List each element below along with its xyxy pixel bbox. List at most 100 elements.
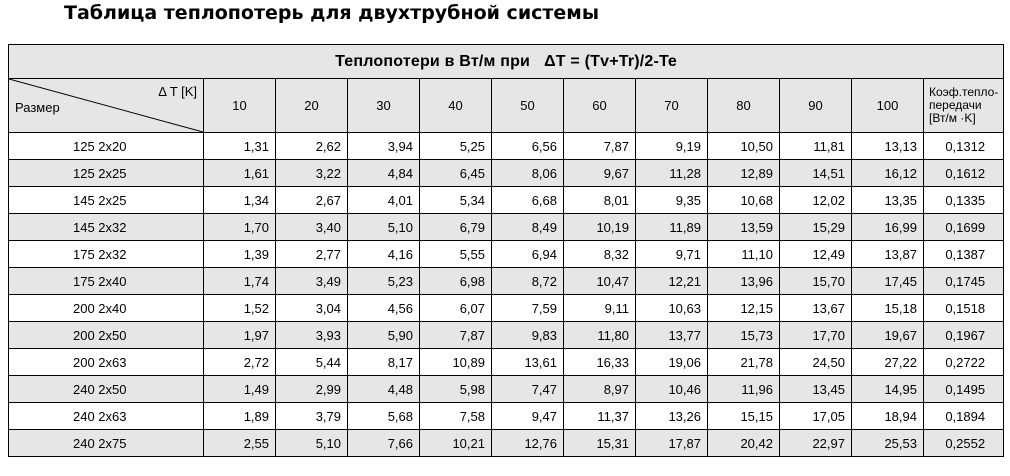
coef-value-cell: 0,1495	[922, 375, 1005, 403]
heat-loss-value-cell: 9,11	[563, 294, 636, 322]
heat-loss-value-cell: 19,67	[851, 321, 924, 349]
heat-loss-value-cell: 13,77	[635, 321, 708, 349]
heat-loss-value-cell: 2,55	[203, 429, 276, 457]
size-cell: 145 2x32	[8, 213, 204, 241]
table-row: 125 2x25 1,61 3,22 4,84 6,45 8,06 9,67 11,28 12,…	[8, 159, 1005, 187]
heat-loss-value-cell: 13,13	[851, 132, 924, 160]
size-cell: 240 2x50	[8, 375, 204, 403]
heat-loss-value-cell: 17,45	[851, 267, 924, 295]
coef-value-cell: 0,1967	[922, 321, 1005, 349]
heat-loss-value-cell: 11,89	[635, 213, 708, 241]
heat-loss-value-cell: 10,63	[635, 294, 708, 322]
coef-header-cell: Коэф.тепло- передачи [Вт/м ·K]	[922, 78, 1005, 133]
heat-loss-value-cell: 8,17	[347, 348, 420, 376]
heat-loss-value-cell: 4,84	[347, 159, 420, 187]
column-header-dt-20: 20	[275, 78, 348, 133]
heat-loss-value-cell: 1,61	[203, 159, 276, 187]
heat-loss-value-cell: 9,71	[635, 240, 708, 268]
heat-loss-value-cell: 3,49	[275, 267, 348, 295]
heat-loss-value-cell: 13,35	[851, 186, 924, 214]
heat-loss-value-cell: 5,55	[419, 240, 492, 268]
table-banner-row: Теплопотери в Вт/м при ΔT = (Tv+Tr)/2-Te	[7, 44, 1005, 79]
heat-loss-value-cell: 13,26	[635, 402, 708, 430]
heat-loss-value-cell: 10,50	[707, 132, 780, 160]
heat-loss-value-cell: 4,16	[347, 240, 420, 268]
table-row: 240 2x50 1,49 2,99 4,48 5,98 7,47 8,97 10,46 11,…	[8, 375, 1005, 403]
heat-loss-value-cell: 9,19	[635, 132, 708, 160]
heat-loss-value-cell: 7,87	[563, 132, 636, 160]
column-header-dt-40: 40	[419, 78, 492, 133]
coef-value-cell: 0,1518	[922, 294, 1005, 322]
heat-loss-value-cell: 2,99	[275, 375, 348, 403]
heat-loss-value-cell: 10,46	[635, 375, 708, 403]
heat-loss-value-cell: 24,50	[779, 348, 852, 376]
table-row: 200 2x63 2,72 5,44 8,17 10,89 13,61 16,33 19,06…	[8, 348, 1005, 376]
heat-loss-value-cell: 1,70	[203, 213, 276, 241]
heat-loss-value-cell: 13,87	[851, 240, 924, 268]
heat-loss-value-cell: 13,96	[707, 267, 780, 295]
column-header-dt-80: 80	[707, 78, 780, 133]
coef-value-cell: 0,1312	[922, 132, 1005, 160]
column-header-dt-10: 10	[203, 78, 276, 133]
heat-loss-value-cell: 11,37	[563, 402, 636, 430]
heat-loss-value-cell: 6,94	[491, 240, 564, 268]
heat-loss-value-cell: 10,68	[707, 186, 780, 214]
heat-loss-value-cell: 15,70	[779, 267, 852, 295]
table-row: 240 2x63 1,89 3,79 5,68 7,58 9,47 11,37 13,26 15…	[8, 402, 1005, 430]
banner-formula: ΔT = (Tv+Tr)/2-Te	[544, 52, 677, 70]
heat-loss-value-cell: 17,05	[779, 402, 852, 430]
heat-loss-value-cell: 10,19	[563, 213, 636, 241]
heat-loss-value-cell: 11,96	[707, 375, 780, 403]
heat-loss-value-cell: 15,29	[779, 213, 852, 241]
size-cell: 175 2x40	[8, 267, 204, 295]
heat-loss-value-cell: 9,47	[491, 402, 564, 430]
table-banner: Теплопотери в Вт/м при ΔT = (Tv+Tr)/2-Te	[7, 44, 1005, 79]
heat-loss-value-cell: 11,10	[707, 240, 780, 268]
heat-loss-value-cell: 19,06	[635, 348, 708, 376]
heat-loss-value-cell: 2,72	[203, 348, 276, 376]
heat-loss-value-cell: 9,35	[635, 186, 708, 214]
heat-loss-value-cell: 17,70	[779, 321, 852, 349]
heat-loss-value-cell: 6,98	[419, 267, 492, 295]
table-row: 240 2x75 2,55 5,10 7,66 10,21 12,76 15,31 17,87…	[8, 429, 1005, 457]
heat-loss-value-cell: 7,59	[491, 294, 564, 322]
heat-loss-value-cell: 13,67	[779, 294, 852, 322]
heat-loss-value-cell: 12,21	[635, 267, 708, 295]
heat-loss-value-cell: 1,97	[203, 321, 276, 349]
heat-loss-value-cell: 9,67	[563, 159, 636, 187]
column-header-dt-90: 90	[779, 78, 852, 133]
heat-loss-value-cell: 1,74	[203, 267, 276, 295]
heat-loss-value-cell: 8,97	[563, 375, 636, 403]
size-cell: 200 2x40	[8, 294, 204, 322]
column-header-dt-60: 60	[563, 78, 636, 133]
heat-loss-value-cell: 12,89	[707, 159, 780, 187]
heat-loss-value-cell: 20,42	[707, 429, 780, 457]
heat-loss-value-cell: 8,72	[491, 267, 564, 295]
coef-value-cell: 0,1894	[922, 402, 1005, 430]
coef-value-cell: 0,1699	[922, 213, 1005, 241]
heat-loss-value-cell: 12,49	[779, 240, 852, 268]
coef-header-line: передачи	[929, 98, 982, 112]
table-row: 200 2x50 1,97 3,93 5,90 7,87 9,83 11,80 13,77 15…	[8, 321, 1005, 349]
table-body: 125 2x20 1,31 2,62 3,94 5,25 6,56 7,87 9,19 10,5…	[8, 132, 1005, 457]
delta-t-label: Δ T [K]	[158, 84, 197, 99]
heat-loss-value-cell: 5,23	[347, 267, 420, 295]
heat-loss-table: Теплопотери в Вт/м при ΔT = (Tv+Tr)/2-Te …	[7, 44, 1005, 457]
heat-loss-value-cell: 1,39	[203, 240, 276, 268]
heat-loss-value-cell: 9,83	[491, 321, 564, 349]
size-cell: 200 2x50	[8, 321, 204, 349]
heat-loss-value-cell: 3,93	[275, 321, 348, 349]
table-row: 200 2x40 1,52 3,04 4,56 6,07 7,59 9,11 10,63 12,…	[8, 294, 1005, 322]
heat-loss-value-cell: 2,67	[275, 186, 348, 214]
heat-loss-value-cell: 10,21	[419, 429, 492, 457]
heat-loss-value-cell: 14,95	[851, 375, 924, 403]
heat-loss-value-cell: 7,66	[347, 429, 420, 457]
heat-loss-value-cell: 8,32	[563, 240, 636, 268]
heat-loss-value-cell: 25,53	[851, 429, 924, 457]
heat-loss-value-cell: 6,68	[491, 186, 564, 214]
heat-loss-value-cell: 7,87	[419, 321, 492, 349]
heat-loss-value-cell: 7,58	[419, 402, 492, 430]
heat-loss-value-cell: 4,56	[347, 294, 420, 322]
heat-loss-value-cell: 14,51	[779, 159, 852, 187]
heat-loss-value-cell: 8,06	[491, 159, 564, 187]
